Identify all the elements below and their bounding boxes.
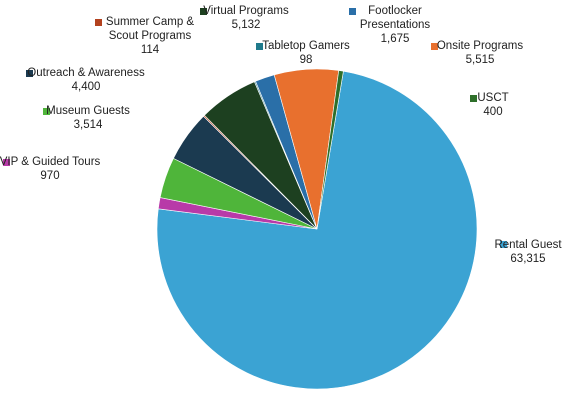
legend-marker-onsite-programs — [431, 43, 438, 50]
slice-value-label: 63,315 — [510, 253, 545, 265]
data-label-virtual-programs: Virtual Programs 5,132 — [200, 5, 289, 31]
slice-name-label: Virtual Programs — [203, 5, 289, 17]
pie-slice-usct — [316, 70, 344, 230]
legend-marker-usct — [470, 95, 477, 102]
legend-marker-museum-guests — [43, 108, 50, 115]
slice-name-label: USCT — [477, 92, 508, 104]
slice-name-label: Tabletop Gamers — [262, 40, 350, 52]
slice-name-label: Museum Guests — [46, 105, 130, 117]
slice-name-label: Footlocker — [368, 5, 422, 17]
slice-value-label: 1,675 — [381, 33, 410, 45]
slice-name-label: Onsite Programs — [437, 40, 524, 52]
slice-name-label: Rental Guest — [494, 239, 562, 251]
slice-name-label: Scout Programs — [109, 30, 192, 42]
slice-value-label: 970 — [40, 170, 59, 182]
data-label-summer-camp-scout-programs: Summer Camp & Scout Programs 114 — [95, 16, 194, 56]
slice-value-label: 4,400 — [72, 81, 101, 93]
data-label-rental-guest: Rental Guest 63,315 — [494, 239, 562, 265]
slice-value-label: 3,514 — [74, 119, 103, 131]
data-label-tabletop-gamers: Tabletop Gamers 98 — [256, 40, 350, 66]
legend-marker-vip-guided-tours — [3, 159, 10, 166]
data-label-usct: USCT 400 — [470, 92, 509, 118]
slice-name-label: Outreach & Awareness — [27, 67, 145, 79]
data-label-footlocker-presentations: Footlocker Presentations 1,675 — [349, 5, 430, 45]
legend-marker-summer-camp-scout-programs — [95, 19, 102, 26]
slice-name-label: Presentations — [360, 19, 431, 31]
legend-marker-footlocker-presentations — [349, 8, 356, 15]
slice-name-label: VIP & Guided Tours — [0, 156, 101, 168]
data-label-onsite-programs: Onsite Programs 5,515 — [431, 40, 523, 66]
slice-value-label: 5,515 — [466, 54, 495, 66]
slice-value-label: 98 — [300, 54, 313, 66]
slice-value-label: 5,132 — [232, 19, 261, 31]
data-label-museum-guests: Museum Guests 3,514 — [43, 105, 130, 131]
slice-value-label: 114 — [141, 44, 160, 56]
legend-marker-rental-guest — [500, 241, 507, 248]
data-label-vip-guided-tours: VIP & Guided Tours 970 — [0, 156, 101, 182]
slice-name-label: Summer Camp & — [106, 16, 195, 28]
legend-marker-virtual-programs — [200, 8, 207, 15]
legend-marker-outreach-awareness — [26, 70, 33, 77]
slice-value-label: 400 — [483, 106, 502, 118]
pie-slice-rental-guest — [156, 70, 478, 390]
legend-marker-tabletop-gamers — [256, 43, 263, 50]
data-label-outreach-awareness: Outreach & Awareness 4,400 — [26, 67, 145, 93]
